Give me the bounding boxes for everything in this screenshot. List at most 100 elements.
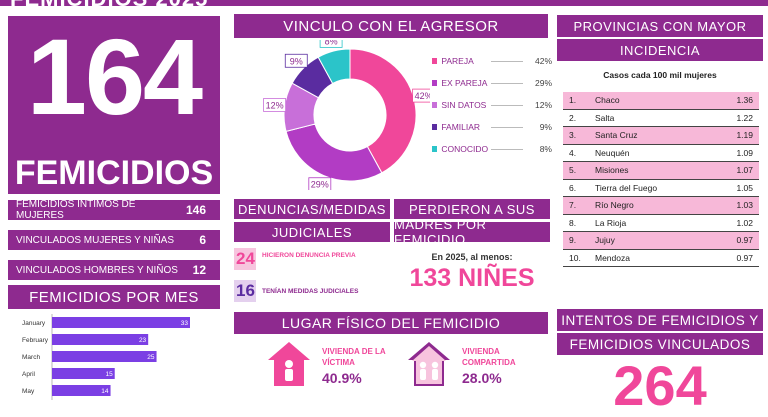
vinculo-title: VINCULO CON EL AGRESOR: [234, 14, 548, 38]
provincia-row: 1. Chaco 1.36: [563, 92, 759, 110]
breakdown-value: 12: [192, 263, 206, 277]
legend-label: EX PAREJA: [441, 78, 488, 88]
madres-value: 133 NIÑES: [409, 264, 535, 292]
legend-label: SIN DATOS: [441, 100, 487, 110]
lugar-label-1b: VÍCTIMA: [322, 358, 355, 367]
provincia-rank: 3.: [569, 130, 577, 141]
madres-subtitle: En 2025, al menos:: [431, 252, 513, 262]
provincia-name: Jujuy: [595, 235, 615, 246]
donut-label: 8%: [325, 40, 338, 46]
provincia-value: 1.09: [736, 147, 753, 158]
legend-swatch: [432, 146, 438, 152]
bar-value-label: 23: [139, 337, 147, 344]
provincia-rank: 7.: [569, 200, 577, 211]
legend-label: CONOCIDO: [441, 144, 489, 154]
madres-title-2: MADRES POR FEMICIDIO: [394, 217, 550, 247]
hero-label: FEMICIDIOS: [14, 154, 214, 192]
donut-slice: [317, 48, 351, 85]
legend-leader: [491, 104, 523, 106]
breakdown-label: VINCULADOS MUJERES Y NIÑAS: [16, 234, 175, 246]
legend-leader: [491, 82, 523, 84]
provincia-value: 1.02: [736, 217, 753, 228]
intentos-title-2: FEMICIDIOS VINCULADOS: [557, 333, 763, 355]
header-title: FEMICIDIOS 2025: [10, 0, 208, 12]
donut-slice: [349, 48, 417, 174]
legend-item: FAMILIAR 9%: [432, 116, 552, 138]
denuncia-label-2: TENÍAN MEDIDAS JUDICIALES: [262, 288, 359, 295]
monthly-title: FEMICIDIOS POR MES: [8, 285, 220, 309]
provincia-name: La Rioja: [595, 217, 627, 228]
intentos-title-1: INTENTOS DE FEMICIDIOS Y: [557, 309, 763, 331]
intentos-value: 264: [613, 354, 707, 417]
bar-category-label: March: [22, 354, 40, 361]
bar: [52, 334, 149, 345]
provincia-row: 10. Mendoza 0.97: [563, 250, 759, 267]
lugar-label-2a: VIVIENDA: [462, 347, 500, 356]
breakdown-row-1: FEMICIDIOS ÍNTIMOS DE MUJERES 146: [8, 199, 220, 221]
provincia-name: Río Negro: [595, 200, 634, 211]
breakdown-row-2: VINCULADOS MUJERES Y NIÑAS 6: [8, 230, 220, 250]
provincia-value: 1.07: [736, 165, 753, 176]
provincia-rank: 9.: [569, 235, 577, 246]
vinculo-donut-chart: 42% 29% 12% 9% 8%: [263, 40, 430, 190]
bar: [52, 368, 115, 379]
provincia-row: 6. Tierra del Fuego 1.05: [563, 180, 759, 197]
bar-value-label: 14: [101, 388, 109, 395]
bar: [52, 351, 157, 362]
legend-value: 29%: [534, 78, 552, 88]
denuncia-value-2: 16: [236, 281, 255, 300]
legend-label: FAMILIAR: [441, 122, 481, 132]
donut-label-box: [412, 88, 430, 103]
denuncia-label-1: HICIERON DENUNCIA PREVIA: [262, 252, 356, 259]
legend-item: EX PAREJA 29%: [432, 72, 552, 94]
donut-label: 12%: [266, 100, 284, 110]
provincias-title-1: PROVINCIAS CON MAYOR: [557, 15, 763, 37]
bar-value-label: 15: [105, 371, 113, 378]
provincia-row: 2. Salta 1.22: [563, 110, 759, 127]
legend-swatch: [432, 58, 438, 64]
provincia-row: 9. Jujuy 0.97: [563, 232, 759, 250]
legend-swatch: [432, 124, 438, 130]
legend-value: 42%: [534, 56, 552, 66]
madres-title-1: PERDIERON A SUS: [394, 199, 550, 219]
bar: [52, 317, 190, 328]
provincia-name: Santa Cruz: [595, 130, 638, 141]
donut-label-box: [263, 98, 286, 112]
provincia-value: 0.97: [736, 252, 753, 263]
breakdown-label: VINCULADOS HOMBRES Y NIÑOS: [16, 264, 178, 276]
provincia-name: Salta: [595, 112, 615, 123]
legend-value: 8%: [539, 144, 552, 154]
denuncias-title-2: JUDICIALES: [234, 222, 390, 242]
bar-category-label: February: [22, 337, 49, 344]
provincia-row: 4. Neuquén 1.09: [563, 145, 759, 162]
bar-category-label: May: [22, 388, 35, 395]
legend-value: 12%: [534, 100, 552, 110]
hero-number: 164: [26, 16, 203, 137]
provincia-rank: 6.: [569, 182, 577, 193]
denuncias-title-1: DENUNCIAS/MEDIDAS: [234, 199, 390, 219]
legend-item: SIN DATOS 12%: [432, 94, 552, 116]
monthly-bar-chart: January 33 February 23 March 25 April 15 May 14: [22, 314, 190, 400]
provincia-row: 8. La Rioja 1.02: [563, 215, 759, 232]
provincia-name: Misiones: [595, 165, 629, 176]
provincia-rank: 2.: [569, 112, 577, 123]
provincias-title-2: INCIDENCIA: [557, 39, 763, 61]
lugar-value-2: 28.0%: [462, 370, 502, 386]
provincia-rank: 10.: [569, 252, 581, 263]
hero-panel: 164 FEMICIDIOS: [8, 16, 220, 194]
donut-label-box: [284, 53, 308, 68]
provincia-value: 1.19: [736, 130, 753, 141]
provincia-name: Neuquén: [595, 147, 630, 158]
header-strip: [0, 0, 768, 6]
provincia-rank: 8.: [569, 217, 577, 228]
provincia-name: Tierra del Fuego: [595, 182, 658, 193]
provincias-subtitle: Casos cada 100 mil mujeres: [603, 70, 717, 80]
legend-item: PAREJA 42%: [432, 50, 552, 72]
legend-leader: [491, 60, 523, 62]
denuncia-box-2: [234, 280, 256, 302]
breakdown-label: FEMICIDIOS ÍNTIMOS DE MUJERES: [16, 199, 136, 221]
provincia-value: 1.22: [736, 112, 753, 123]
legend-item: CONOCIDO 8%: [432, 138, 552, 160]
lugar-title: LUGAR FÍSICO DEL FEMICIDIO: [234, 312, 548, 334]
lugar-label-1a: VIVIENDA DE LA: [322, 347, 386, 356]
